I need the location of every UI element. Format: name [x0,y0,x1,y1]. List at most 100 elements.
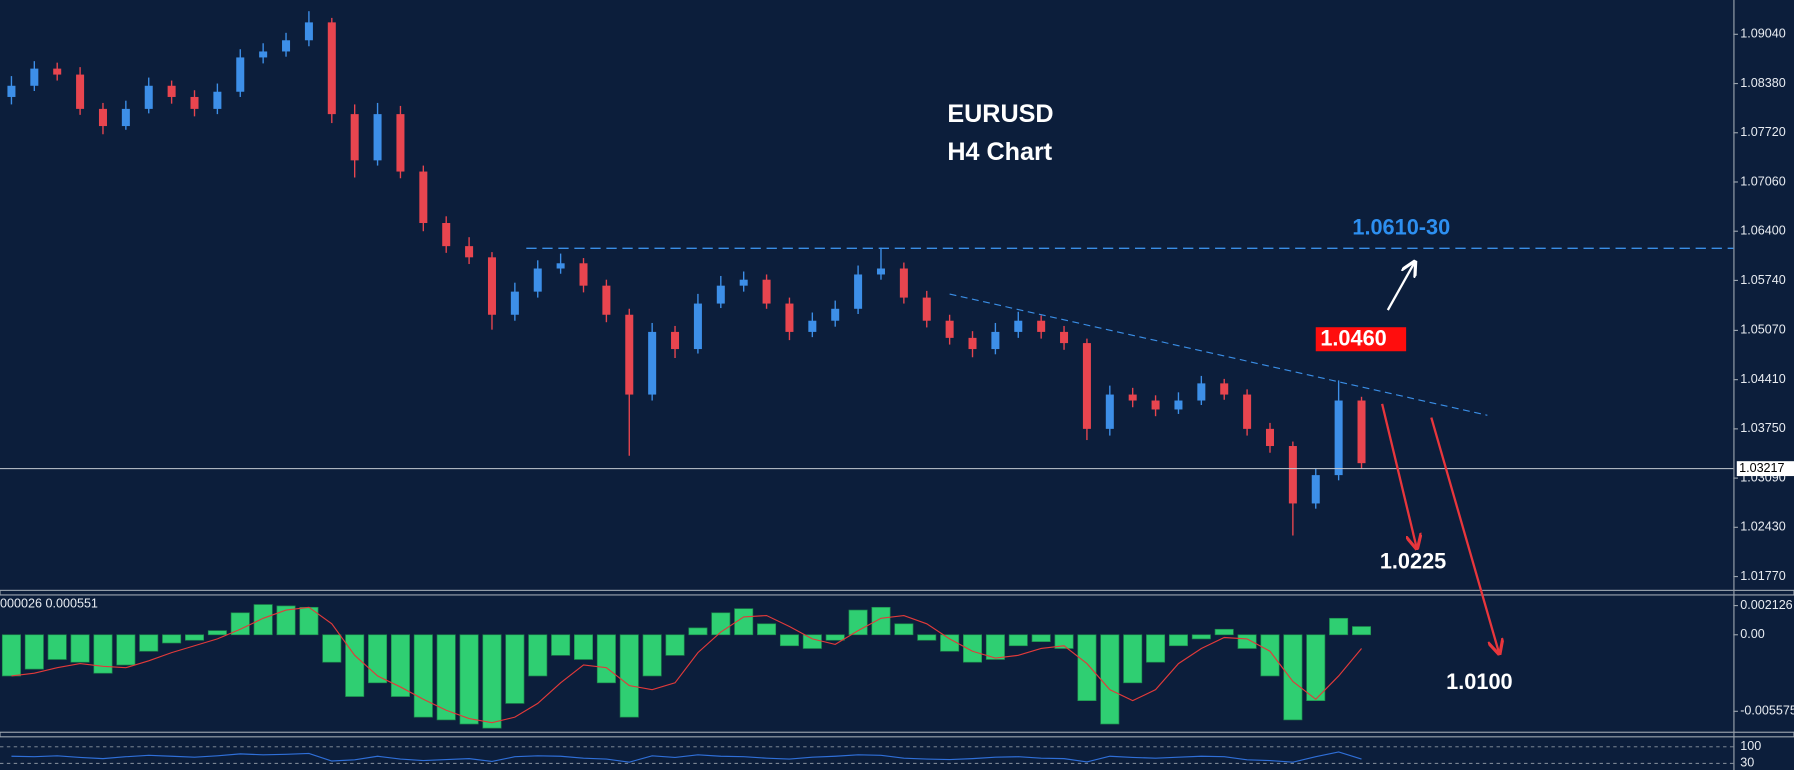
candle-body [945,320,954,338]
candle-body [30,68,39,86]
resistance-label: 1.0610-30 [1352,215,1450,240]
histogram-bar [436,634,456,721]
candle-body [533,268,542,292]
candle-body [991,331,1000,350]
histogram-bar [70,634,90,663]
histogram-bar [1214,628,1234,636]
histogram-bar [322,634,342,663]
oscillator-line [11,751,1362,763]
candle-body [419,171,428,224]
histogram-bar [116,634,136,666]
histogram-bar [894,623,914,636]
chart-subtitle: H4 Chart [947,138,1052,166]
histogram-bar [574,634,594,660]
candle-body [556,263,565,269]
candle-body [968,337,977,350]
candle-body [236,57,245,92]
histogram-bar [940,634,960,652]
candle-body [1334,400,1343,476]
candle-body [1243,394,1252,429]
level-label: 1.0460 [1320,326,1386,351]
candle-body [442,223,451,247]
candle-body [98,108,107,127]
candle-body [396,114,405,172]
candle-body [327,22,336,115]
histogram-bar [1,634,21,677]
candle-body [876,268,885,275]
histogram-bar [459,634,479,725]
histogram-bar [642,634,662,677]
candle-body [373,114,382,161]
candle-body [808,320,817,332]
y-tick-label: 100 [1740,739,1761,753]
candle-body [213,91,222,109]
candle-body [762,279,771,304]
y-tick-label: 1.01770 [1740,569,1785,583]
target-label: 1.0225 [1380,549,1446,574]
histogram-bar [802,634,822,649]
histogram-bar [482,634,502,729]
down-arrow [1380,403,1416,547]
histogram-bar [985,634,1005,660]
candle-body [716,285,725,304]
candle-body [1037,320,1046,332]
current-price-label: 1.03217 [1739,461,1784,475]
y-tick-label: 1.03750 [1740,421,1785,435]
histogram-bar [47,634,67,660]
down-arrow [1430,417,1499,653]
histogram-bar [1283,634,1303,721]
up-arrow [1386,263,1414,311]
histogram-bar [665,634,685,656]
y-tick-label: 0.00 [1740,627,1764,641]
histogram-bar [1031,634,1051,642]
histogram-bar [963,634,983,663]
price-panel: 1.09040 1.08380 1.07720 1.07060 1.06400 1.057… [0,11,1794,583]
candle-body [739,279,748,286]
level-box [1315,327,1407,352]
candle-body [1197,383,1206,401]
trend-line [949,293,1488,416]
candle-body [1128,394,1137,401]
histogram-bar [276,605,296,636]
y-tick-label: 1.06400 [1740,224,1785,238]
histogram-bar [368,634,388,684]
candle-body [1288,446,1297,504]
candle-body [190,96,199,109]
histogram-bar [1352,626,1372,636]
histogram-bar [528,634,548,677]
candle-body [625,314,634,395]
histogram-bar [1008,634,1028,647]
histogram-bar [253,604,273,636]
histogram-bar [162,634,182,644]
histogram-bar [139,634,159,652]
histogram-bar [1054,634,1074,649]
panel-separator [0,731,1794,738]
candle-body [854,274,863,309]
y-tick-label: 1.05070 [1740,323,1785,337]
candle-body [1014,320,1023,332]
indicator-label: 000026 0.000551 [0,596,98,610]
histogram-bar [688,627,708,636]
y-tick-label: 30 [1740,756,1754,770]
candle-body [1060,331,1069,344]
candle-body [167,85,176,97]
candle-body [465,246,474,258]
candle-body [579,263,588,286]
candle-body [510,291,519,315]
candle-body [487,257,496,315]
histogram-bar [871,606,891,636]
candle-body [350,114,359,161]
candle-body [693,303,702,350]
histogram-bar [93,634,113,674]
candle-body [1174,400,1183,410]
histogram-bar [24,634,44,670]
candle-body [1311,475,1320,504]
y-tick-label: 1.09040 [1740,27,1785,41]
histogram-bar [390,634,410,697]
candle-body [1082,343,1091,429]
candle-body [7,85,16,97]
candle-body [648,331,657,395]
histogram-bar [505,634,525,704]
candle-body [1220,383,1229,395]
